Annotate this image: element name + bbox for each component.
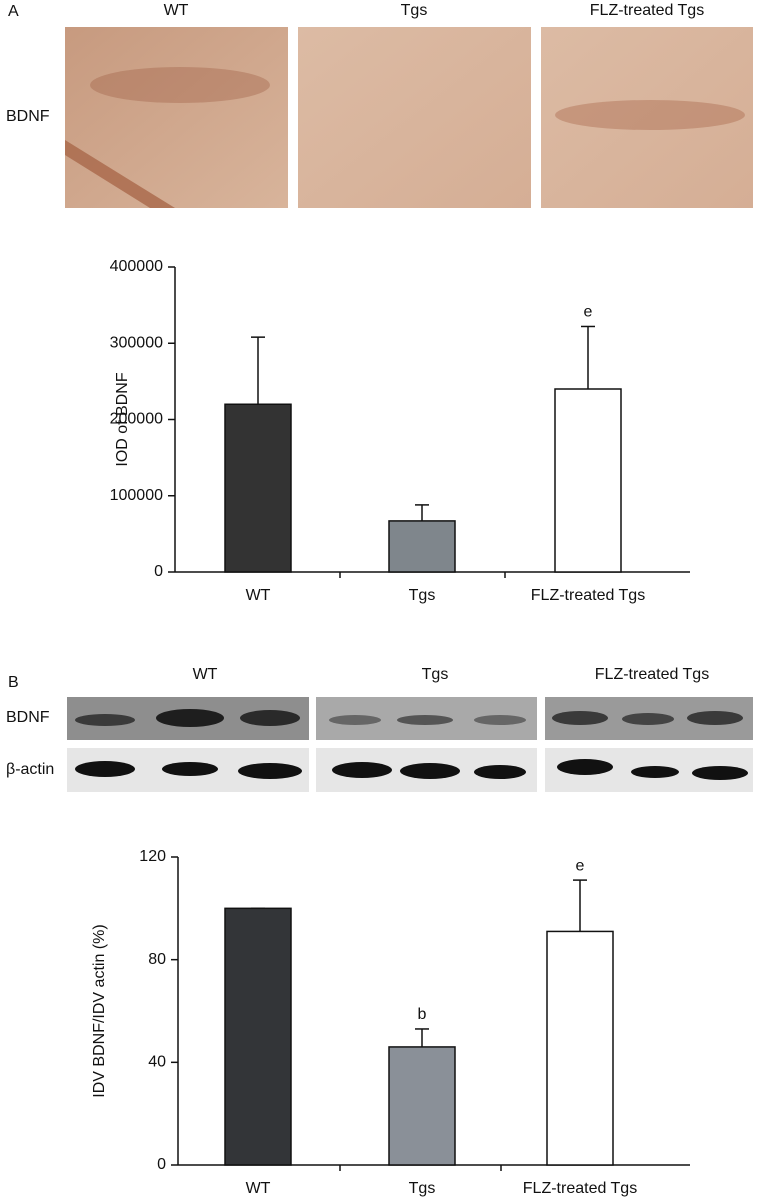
significance-label: b <box>418 1006 427 1023</box>
y-tick-label: 120 <box>139 848 166 865</box>
x-tick-label: FLZ-treated Tgs <box>523 1180 637 1197</box>
image-title: FLZ-treated Tgs <box>590 2 704 19</box>
bar <box>546 930 614 1166</box>
x-tick-label: WT <box>246 1180 271 1197</box>
x-tick-label: FLZ-treated Tgs <box>531 587 645 604</box>
panel-label: A <box>8 3 19 20</box>
significance-label: e <box>584 304 593 321</box>
y-axis-label: IOD of BDNF <box>114 372 131 466</box>
y-tick-label: 100000 <box>110 487 163 504</box>
x-tick-label: Tgs <box>409 1180 436 1197</box>
y-tick-label: 80 <box>148 951 166 968</box>
blot-title: FLZ-treated Tgs <box>595 666 709 683</box>
row-label: BDNF <box>6 108 50 125</box>
x-tick-label: WT <box>246 587 271 604</box>
y-tick-label: 0 <box>154 563 163 580</box>
y-tick-label: 0 <box>157 1156 166 1173</box>
row-label: BDNF <box>6 709 50 726</box>
x-tick-label: Tgs <box>409 587 436 604</box>
y-tick-label: 200000 <box>110 411 163 428</box>
charts: 0 100000 200000 300000 400000 IOD of BDNF WT Tg… <box>91 258 690 1197</box>
image-title: WT <box>164 2 189 19</box>
y-tick-label: 300000 <box>110 334 163 351</box>
bar <box>224 907 292 1166</box>
bar <box>224 403 292 573</box>
blot-title: WT <box>193 666 218 683</box>
y-tick-label: 400000 <box>110 258 163 275</box>
y-tick-label: 40 <box>148 1054 166 1071</box>
image-title: Tgs <box>401 2 428 19</box>
western-blots <box>67 697 753 792</box>
bar <box>388 520 456 573</box>
panel-label: B <box>8 674 19 691</box>
bar <box>388 1046 456 1166</box>
significance-label: e <box>576 857 585 874</box>
histology-images <box>65 27 753 208</box>
row-label: β-actin <box>6 761 54 778</box>
bar <box>554 388 622 573</box>
blot-title: Tgs <box>422 666 449 683</box>
y-axis-label: IDV BDNF/IDV actin (%) <box>91 924 108 1097</box>
